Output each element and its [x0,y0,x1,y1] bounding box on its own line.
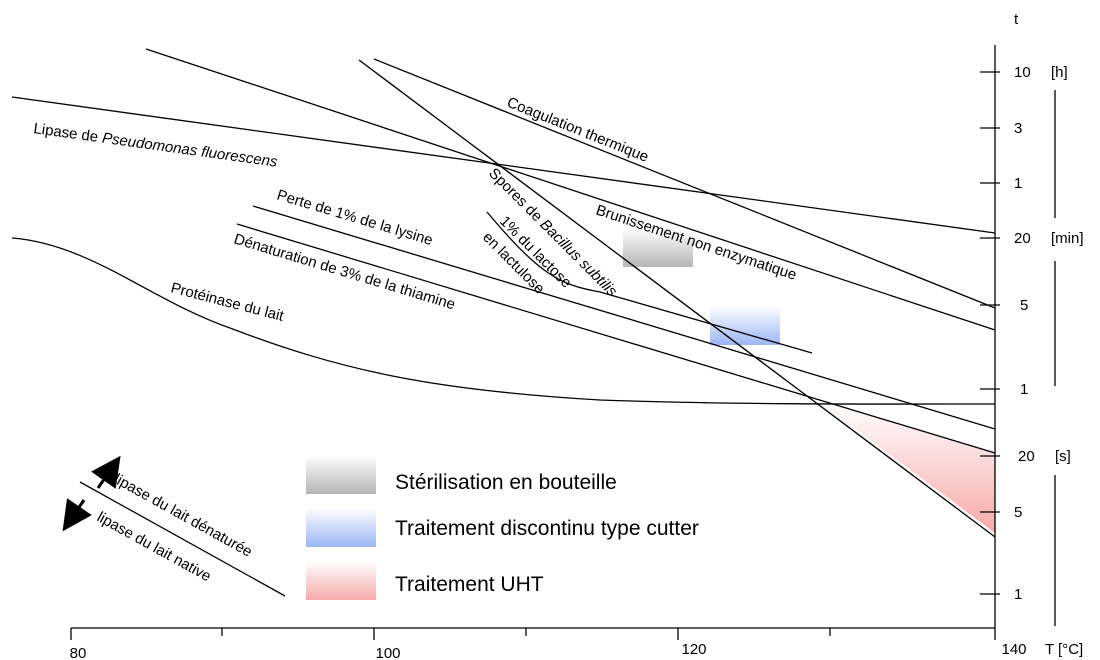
x-axis-title: T [°C] [1045,641,1083,658]
label-lipase-denaturee: lipase du lait dénaturée [111,471,255,561]
curve-lipase-native-denatured [80,482,285,596]
legend: Stérilisation en bouteille Traitement di… [306,455,699,600]
label-lysine-text: Perte de 1% de la lysine [275,187,435,250]
label-coagulation-text: Coagulation thermique [505,94,651,166]
y-tick-label-10h: 10 [1014,64,1031,81]
x-tick-label-100: 100 [375,645,400,660]
label-proteinase-text: Protéinase du lait [169,279,286,325]
curve-labels: Lipase de Pseudomonas fluorescens Coagul… [32,94,798,585]
x-tick-label-80: 80 [70,645,87,660]
curves [12,49,995,596]
y-tick-label-20s: 20 [1018,448,1035,465]
x-tick-label-120: 120 [681,641,706,658]
y-tick-label-5min: 5 [1020,297,1028,314]
label-lipase-pseudomonas: Lipase de Pseudomonas fluorescens [32,120,279,171]
y-tick-label-1s: 1 [1014,586,1022,603]
curve-brunissement [146,49,995,330]
y-axis: t 10 3 1 20 5 1 20 5 1 [h] [min] [s] [980,11,1084,628]
label-lysine: Perte de 1% de la lysine [275,187,435,250]
cutter-region [710,306,780,345]
y-tick-label-20min: 20 [1014,230,1031,247]
label-spores-prefix: Spores de [485,165,548,228]
y-tick-label-5s: 5 [1014,504,1022,521]
unit-seconds: [s] [1055,448,1071,465]
legend-label-cutter: Traitement discontinu type cutter [395,517,699,540]
unit-hours: [h] [1051,64,1068,81]
x-axis: 80 100 120 140 T [°C] [70,628,1084,660]
label-lipase-pseudomonas-species: Pseudomonas fluorescens [101,130,279,171]
curve-thiamine [237,224,995,453]
curve-lipase-pseudomonas [12,97,995,233]
legend-swatch-uht [306,561,376,600]
arrow-up-icon [98,468,112,488]
label-coagulation: Coagulation thermique [505,94,651,166]
arrow-down-icon [71,500,84,519]
y-tick-label-3h: 3 [1014,120,1022,137]
y-axis-title: t [1014,11,1019,28]
y-tick-label-1min: 1 [1020,381,1028,398]
y-tick-label-1h: 1 [1014,175,1022,192]
label-lipase-pseudomonas-prefix: Lipase de [32,120,103,146]
x-tick-label-140: 140 [1001,641,1026,658]
label-lipase-denaturee-text: lipase du lait dénaturée [111,471,255,561]
legend-swatch-sterilisation [306,455,376,494]
unit-minutes: [min] [1051,230,1084,247]
legend-swatch-cutter [306,508,376,547]
legend-label-sterilisation: Stérilisation en bouteille [395,471,617,494]
legend-label-uht: Traitement UHT [395,573,544,596]
label-proteinase: Protéinase du lait [169,279,286,325]
